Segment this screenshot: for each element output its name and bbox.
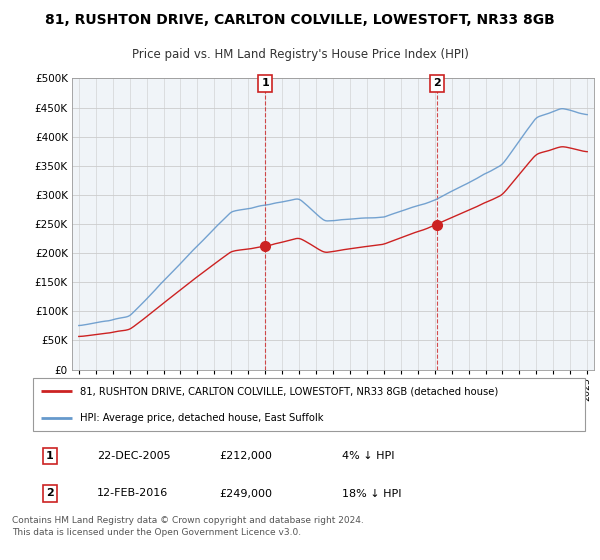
Text: Price paid vs. HM Land Registry's House Price Index (HPI): Price paid vs. HM Land Registry's House … [131,48,469,61]
Text: 2: 2 [433,78,440,88]
Text: 81, RUSHTON DRIVE, CARLTON COLVILLE, LOWESTOFT, NR33 8GB: 81, RUSHTON DRIVE, CARLTON COLVILLE, LOW… [45,13,555,27]
Text: 18% ↓ HPI: 18% ↓ HPI [343,488,402,498]
Text: 12-FEB-2016: 12-FEB-2016 [97,488,168,498]
Text: 2: 2 [46,488,53,498]
Text: 4% ↓ HPI: 4% ↓ HPI [343,451,395,461]
Text: £212,000: £212,000 [220,451,272,461]
Text: 22-DEC-2005: 22-DEC-2005 [97,451,170,461]
Text: 1: 1 [46,451,53,461]
Text: £249,000: £249,000 [220,488,273,498]
FancyBboxPatch shape [33,378,585,431]
Text: Contains HM Land Registry data © Crown copyright and database right 2024.
This d: Contains HM Land Registry data © Crown c… [12,516,364,537]
Text: HPI: Average price, detached house, East Suffolk: HPI: Average price, detached house, East… [80,413,324,423]
Text: 81, RUSHTON DRIVE, CARLTON COLVILLE, LOWESTOFT, NR33 8GB (detached house): 81, RUSHTON DRIVE, CARLTON COLVILLE, LOW… [80,386,499,396]
Text: 1: 1 [262,78,269,88]
